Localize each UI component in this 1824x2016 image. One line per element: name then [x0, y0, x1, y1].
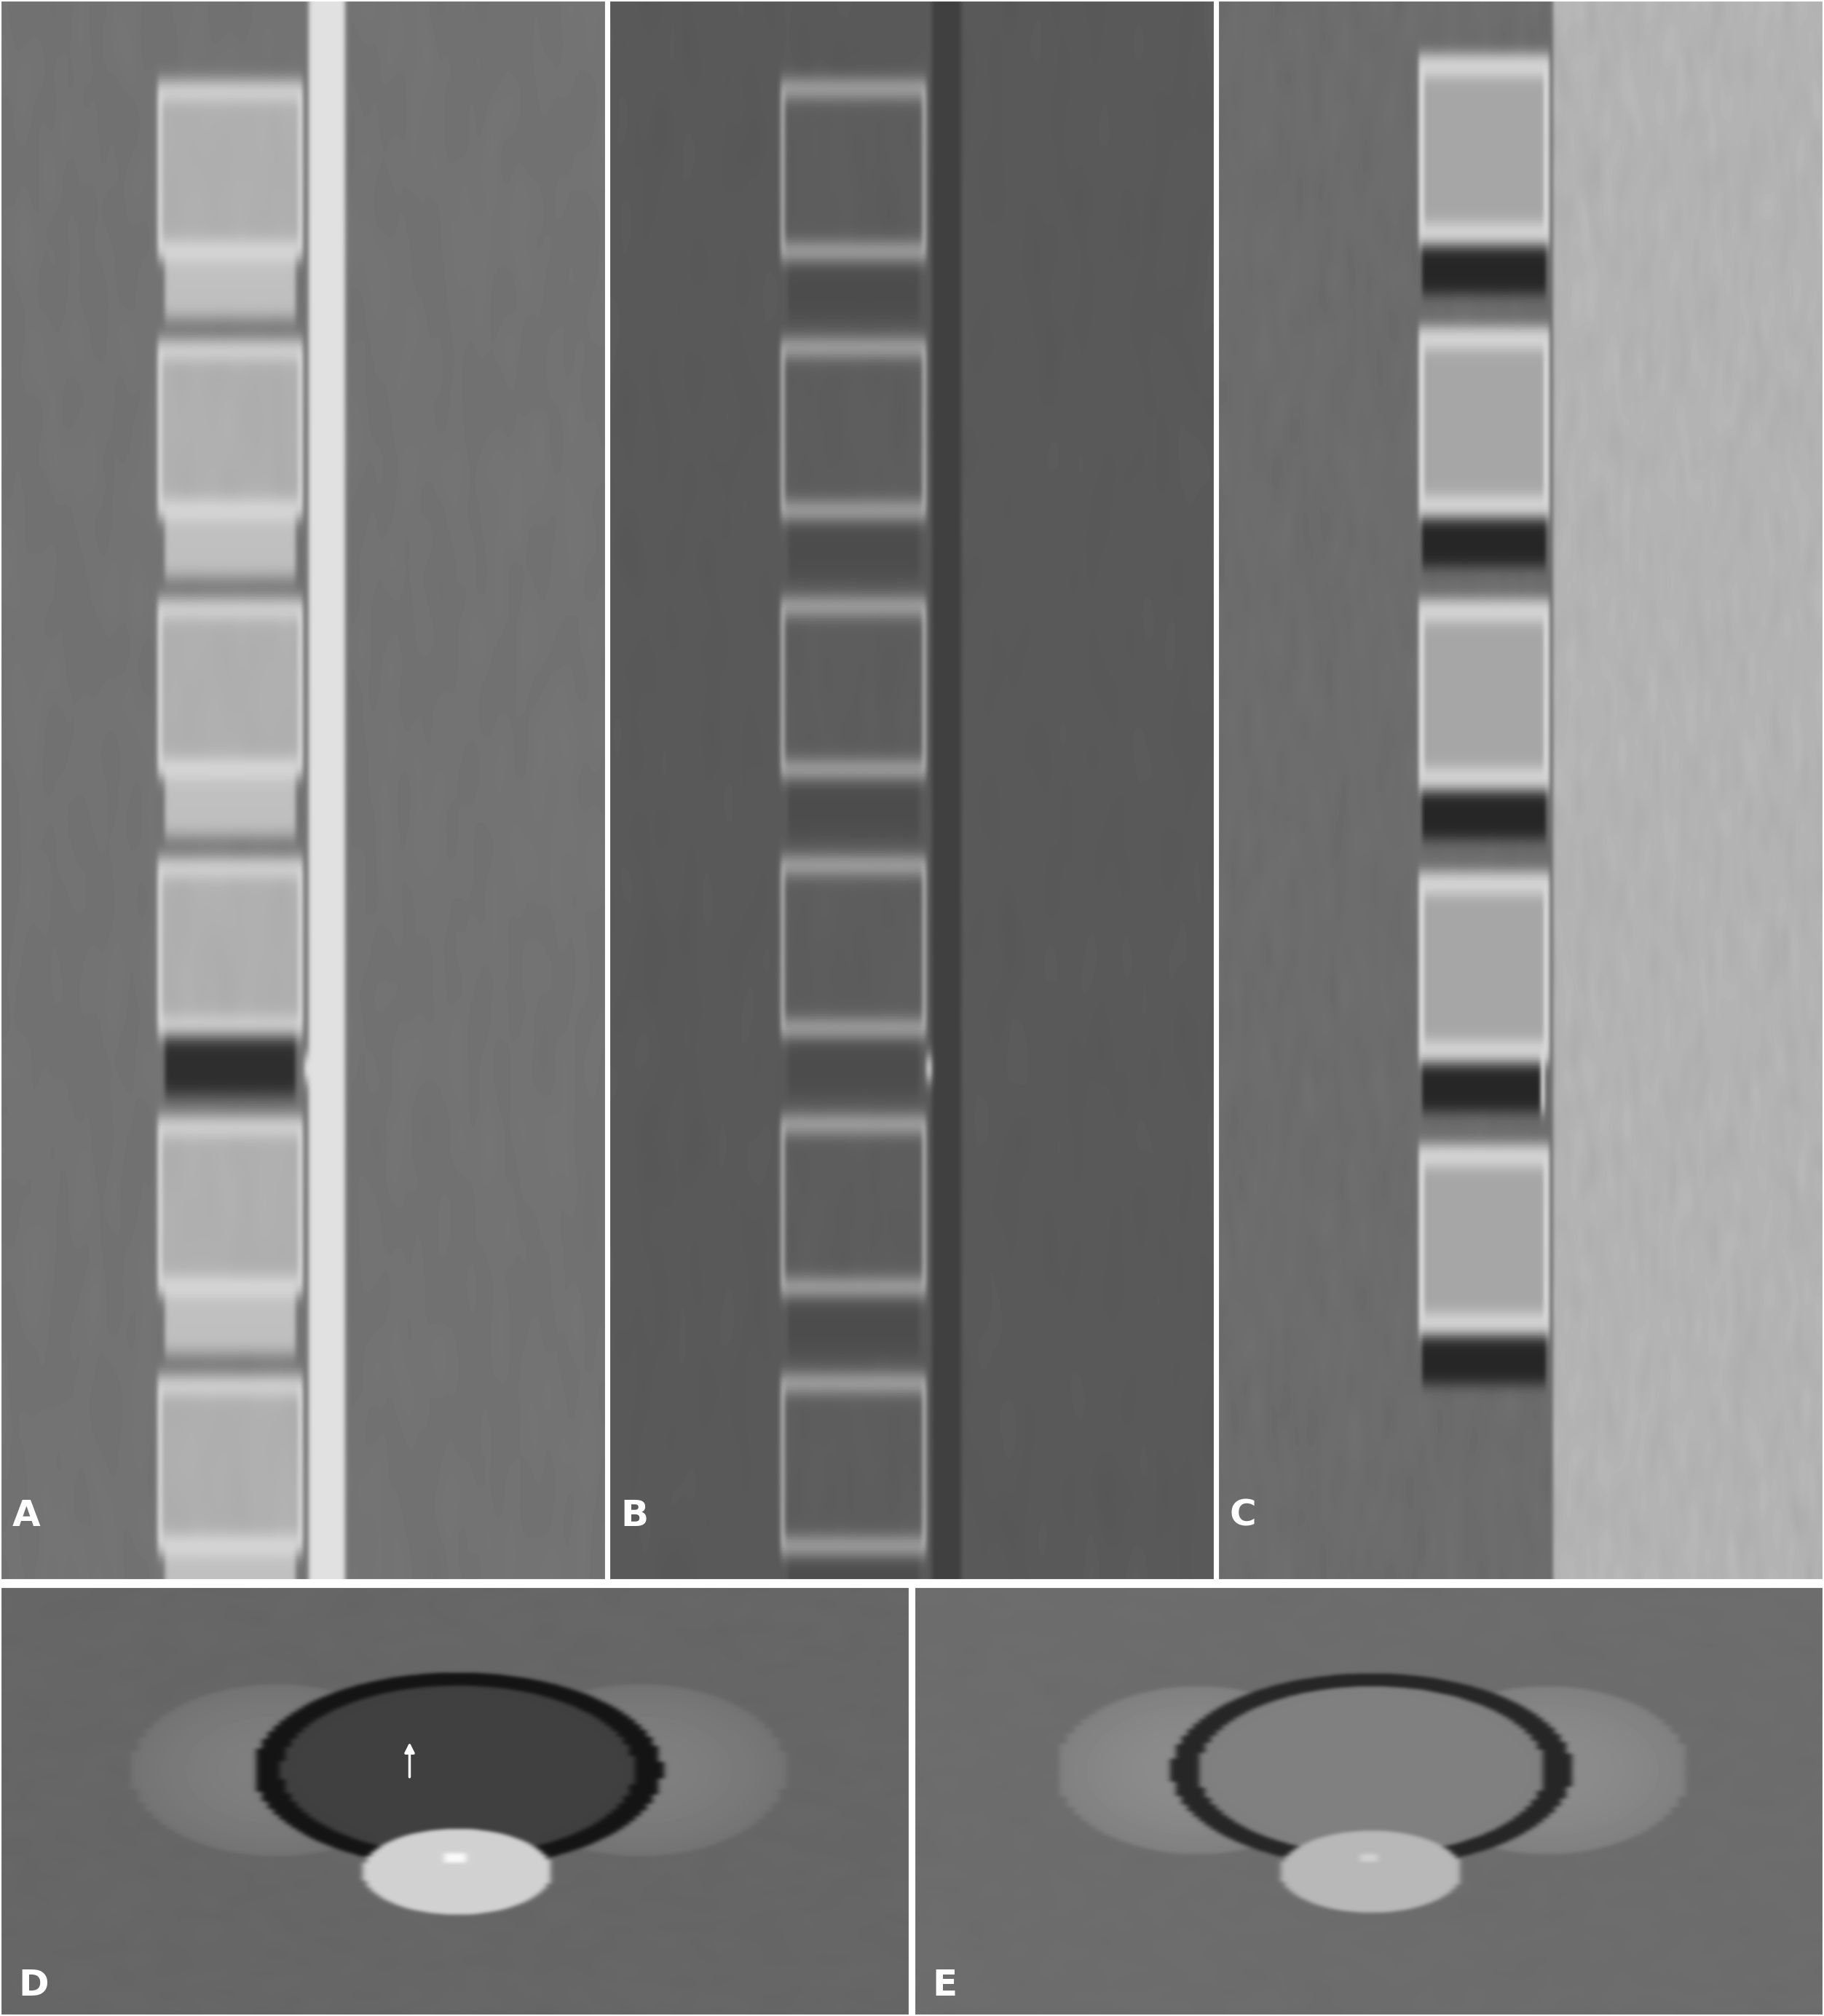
Text: B: B: [620, 1498, 649, 1532]
Text: A: A: [13, 1498, 40, 1532]
Text: D: D: [18, 1968, 49, 2004]
Text: E: E: [932, 1968, 958, 2004]
Text: C: C: [1229, 1498, 1257, 1532]
